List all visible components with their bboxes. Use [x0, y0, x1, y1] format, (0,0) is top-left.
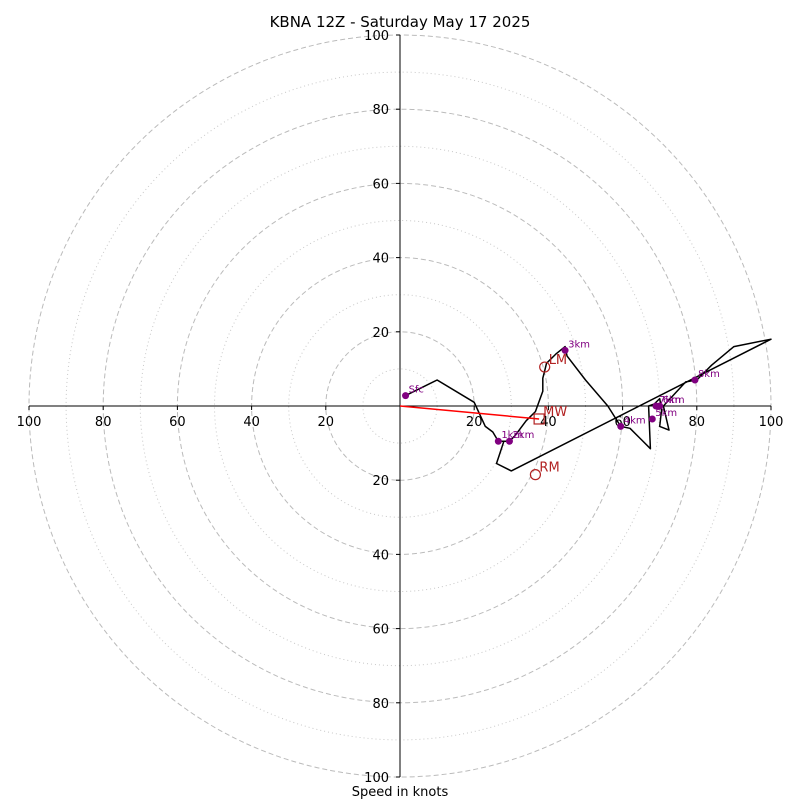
height-marker [561, 346, 569, 354]
x-tick-label: 20 [318, 415, 335, 430]
y-tick-label: 60 [372, 623, 389, 638]
y-tick-label: 80 [372, 103, 389, 118]
y-tick-label: 100 [364, 771, 389, 786]
left-mover-marker [539, 361, 551, 373]
height-marker [617, 422, 625, 430]
left-mover-label: LM [549, 353, 567, 368]
height-marker [494, 437, 502, 445]
height-marker [691, 376, 699, 384]
x-axis-label: Speed in knots [352, 785, 449, 800]
y-tick-label: 40 [372, 548, 389, 563]
x-tick-label: 100 [759, 415, 784, 430]
height-marker [648, 415, 656, 423]
right-mover-marker [529, 469, 542, 481]
y-tick-label: 20 [372, 474, 389, 489]
hodograph-trace [405, 338, 772, 472]
height-label: 1km [501, 430, 523, 441]
height-label: 6km [663, 395, 685, 406]
x-tick-label: 80 [689, 415, 706, 430]
height-label: 7km [659, 395, 681, 406]
height-label: 4km [624, 415, 646, 426]
hodograph-line [405, 338, 772, 472]
height-label: 2km [512, 430, 534, 441]
mean-wind-marker [533, 413, 545, 425]
height-label: 5km [655, 408, 677, 419]
y-tick-label: 60 [372, 177, 389, 192]
height-label: 3km [568, 339, 590, 350]
x-tick-label: 80 [95, 415, 112, 430]
chart-title: KBNA 12Z - Saturday May 17 2025 [270, 13, 531, 31]
x-tick-label: 40 [243, 415, 260, 430]
y-tick-label: 80 [372, 697, 389, 712]
x-tick-label: 20 [466, 415, 483, 430]
height-label: Sfc [409, 385, 424, 396]
tick-labels: 100 80 60 40 20 20 40 60 80 100100806040202040608… [17, 29, 784, 786]
storm-motion: LM MW RM [399, 353, 567, 481]
y-tick-label: 40 [372, 252, 389, 267]
height-label: 8km [698, 369, 720, 380]
y-tick-label: 100 [364, 29, 389, 44]
height-marker [402, 392, 410, 400]
height-marker [652, 402, 660, 410]
x-tick-label: 60 [169, 415, 186, 430]
x-tick-label: 100 [17, 415, 42, 430]
mean-wind-label: MW [543, 405, 567, 420]
right-mover-label: RM [539, 461, 559, 476]
y-tick-label: 20 [372, 326, 389, 341]
height-marker [505, 437, 513, 445]
mean-wind-vector [399, 405, 540, 420]
